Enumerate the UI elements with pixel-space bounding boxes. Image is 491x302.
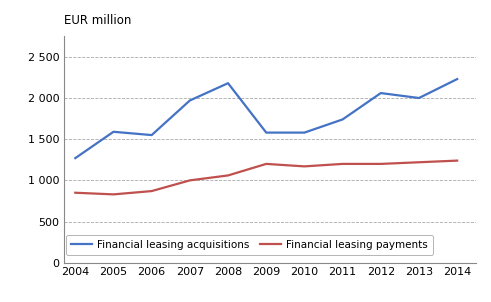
Financial leasing payments xyxy=(110,193,116,196)
Financial leasing payments xyxy=(378,162,384,166)
Financial leasing payments xyxy=(416,160,422,164)
Financial leasing acquisitions xyxy=(72,156,78,160)
Financial leasing acquisitions xyxy=(454,77,460,81)
Financial leasing acquisitions xyxy=(301,131,307,134)
Financial leasing acquisitions xyxy=(378,91,384,95)
Financial leasing payments xyxy=(301,165,307,168)
Line: Financial leasing payments: Financial leasing payments xyxy=(75,161,457,194)
Financial leasing acquisitions xyxy=(187,99,193,102)
Financial leasing acquisitions xyxy=(340,117,346,121)
Financial leasing payments xyxy=(340,162,346,166)
Financial leasing acquisitions xyxy=(110,130,116,133)
Legend: Financial leasing acquisitions, Financial leasing payments: Financial leasing acquisitions, Financia… xyxy=(66,235,433,255)
Line: Financial leasing acquisitions: Financial leasing acquisitions xyxy=(75,79,457,158)
Financial leasing payments xyxy=(72,191,78,194)
Financial leasing payments xyxy=(149,189,155,193)
Financial leasing acquisitions xyxy=(263,131,269,134)
Financial leasing payments xyxy=(454,159,460,162)
Financial leasing payments xyxy=(263,162,269,166)
Financial leasing acquisitions xyxy=(416,96,422,100)
Text: EUR million: EUR million xyxy=(64,14,131,27)
Financial leasing payments xyxy=(187,178,193,182)
Financial leasing payments xyxy=(225,174,231,177)
Financial leasing acquisitions xyxy=(225,81,231,85)
Financial leasing acquisitions xyxy=(149,133,155,137)
